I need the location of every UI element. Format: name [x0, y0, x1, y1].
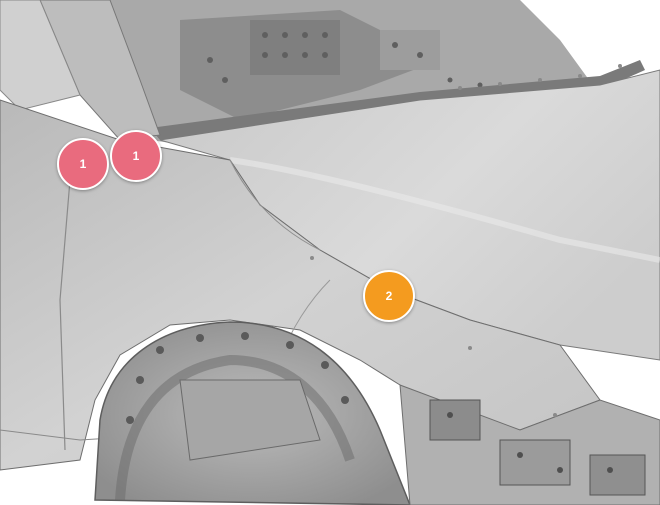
wheel-arch	[94, 321, 411, 505]
a-pillar	[0, 0, 161, 141]
fastener-dots	[310, 64, 622, 417]
front-lower-structure	[399, 384, 660, 505]
engine-bay	[110, 0, 645, 150]
callout-marker-1a[interactable]: 1	[57, 138, 109, 190]
callout-marker-1b[interactable]: 1	[110, 130, 162, 182]
callout-marker-2[interactable]: 2	[363, 270, 415, 322]
